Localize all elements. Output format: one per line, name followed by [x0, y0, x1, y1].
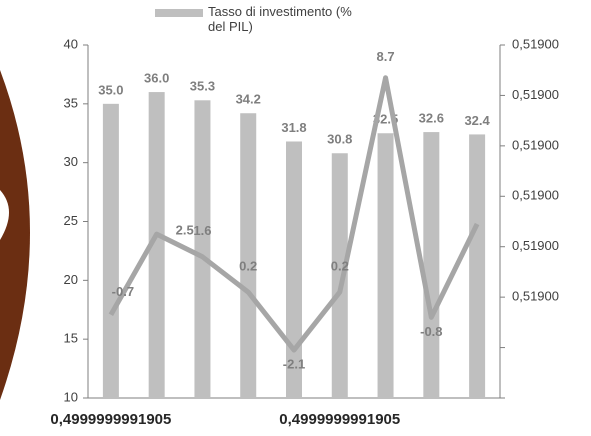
bar [331, 153, 348, 398]
x-tick-label: 0,4999999991905 [279, 411, 400, 428]
y2-tick-label: 0,51900 [512, 188, 559, 203]
data-label: 1.6 [193, 223, 211, 238]
y-tick-label: 30 [64, 154, 78, 169]
y-tick-label: 35 [64, 95, 78, 110]
data-label: 0.2 [239, 259, 257, 274]
data-label: 31.8 [281, 120, 306, 135]
bar [194, 100, 211, 398]
legend-label: Tasso di investimento (% del PIL) [208, 4, 352, 34]
bar [148, 92, 165, 399]
y-tick-label: 40 [64, 36, 78, 51]
y-tick-label: 15 [64, 331, 78, 346]
legend-swatch [155, 9, 203, 17]
bar [469, 134, 486, 398]
line [108, 75, 480, 353]
y2-tick-label: 0,51900 [512, 137, 559, 152]
bar [423, 132, 440, 398]
data-label: 32.6 [419, 111, 444, 126]
y-tick-label: 20 [64, 272, 78, 287]
y2-tick-label: 0,51900 [512, 36, 559, 51]
bar [102, 103, 119, 398]
y2-tick-label: 0,51900 [512, 87, 559, 102]
data-label: -0.8 [420, 324, 442, 339]
decor-hole [0, 190, 9, 240]
y2-tick-label: 0,51900 [512, 289, 559, 304]
bar [286, 141, 302, 398]
y-tick-label: 10 [64, 389, 78, 404]
bar [240, 113, 257, 398]
data-label: 35.3 [190, 79, 215, 94]
data-label: 34.2 [236, 92, 261, 107]
y-tick-label: 25 [64, 213, 78, 228]
y2-tick-label: 0,51900 [512, 238, 559, 253]
x-tick-label: 0,4999999991905 [50, 411, 171, 428]
legend: Tasso di investimento (% del PIL) [208, 4, 352, 34]
data-label: 36.0 [144, 71, 169, 86]
data-label: -0.7 [112, 284, 134, 299]
data-label: 30.8 [327, 132, 352, 147]
data-label: 2.5 [176, 223, 194, 238]
bar [377, 133, 394, 398]
data-label: 32.4 [464, 113, 490, 128]
decor-arc [0, 70, 30, 400]
data-label: 35.0 [98, 82, 123, 97]
data-label: 8.7 [377, 49, 395, 64]
data-label: -2.1 [283, 357, 305, 372]
data-label: 0.2 [331, 259, 349, 274]
